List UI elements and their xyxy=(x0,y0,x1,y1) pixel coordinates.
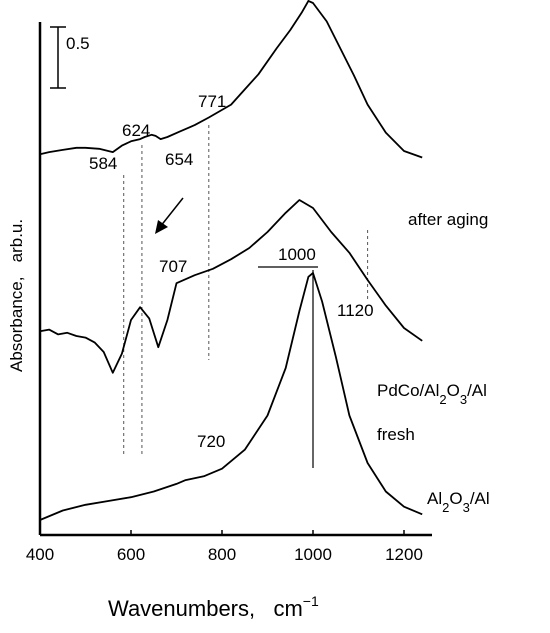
x-tick-group: 400 600 800 1000 1200 xyxy=(26,530,423,564)
x-tick-label: 400 xyxy=(26,545,54,564)
annotation-584: 584 xyxy=(89,154,117,173)
scale-bar-label: 0.5 xyxy=(66,34,90,53)
series-label-al2o3: Al2O3/Al xyxy=(427,489,490,515)
x-tick-label: 800 xyxy=(208,545,236,564)
x-axis-label: Wavenumbers, cm−1 xyxy=(108,593,319,621)
annotation-arrow xyxy=(155,197,184,234)
annotation-720: 720 xyxy=(197,432,225,451)
reference-lines xyxy=(123,125,369,455)
annotation-1120: 1120 xyxy=(337,301,374,320)
x-tick-label: 1000 xyxy=(294,545,332,564)
annotation-1000: 1000 xyxy=(278,245,316,264)
annotation-654: 654 xyxy=(165,150,193,169)
x-tick-label: 600 xyxy=(117,545,145,564)
series-line-1 xyxy=(39,0,423,159)
x-tick-label: 1200 xyxy=(385,545,423,564)
peak-1000-marker xyxy=(258,266,318,468)
series-label-fresh: fresh xyxy=(377,425,415,444)
annotation-624: 624 xyxy=(122,121,150,140)
annotation-707: 707 xyxy=(159,257,187,276)
scale-bar: 0.5 xyxy=(50,26,90,89)
series-group xyxy=(39,0,423,521)
series-label-after-aging: after aging xyxy=(408,210,488,229)
series-line-2 xyxy=(39,199,423,374)
series-line-3 xyxy=(39,272,423,521)
y-axis-label: Absorbance, arb.u. xyxy=(7,219,26,372)
series-label-pdco: PdCo/Al2O3/Al xyxy=(377,381,487,407)
annotation-771: 771 xyxy=(198,92,226,111)
